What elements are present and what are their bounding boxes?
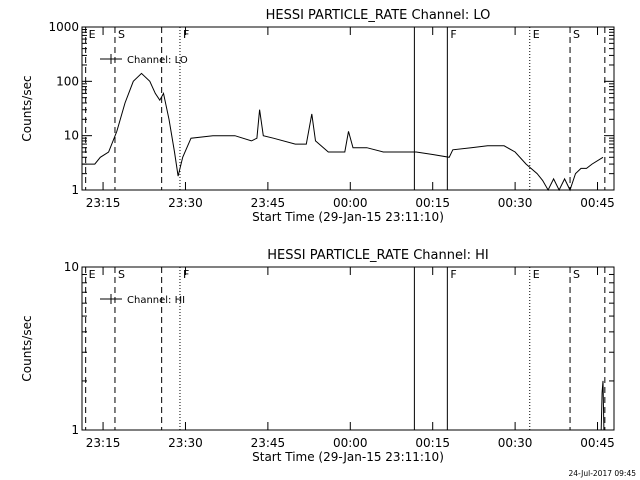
event-marker-label: S: [118, 28, 125, 41]
event-marker-label: S: [118, 268, 125, 281]
y-tick-label: 10: [64, 129, 79, 143]
y-tick-label: 100: [56, 74, 79, 88]
y-axis-label: Counts/sec: [20, 315, 34, 381]
x-tick-label: 00:45: [580, 196, 615, 210]
legend-label: Channel: HI: [127, 295, 185, 306]
plot-frame: [81, 26, 615, 191]
y-tick-label: 1000: [48, 20, 79, 34]
x-tick-label: 00:45: [580, 436, 615, 450]
x-tick-label: 23:45: [251, 196, 286, 210]
panel-hi: HESSI PARTICLE_RATE Channel: HI 23:15 23:3…: [20, 248, 615, 464]
x-tick-label: 23:30: [168, 196, 203, 210]
x-axis-label: Start Time (29-Jan-15 23:11:10): [252, 450, 444, 464]
event-marker-label: S: [573, 28, 580, 41]
x-tick-label: 23:15: [86, 196, 121, 210]
event-marker-label: E: [89, 268, 96, 281]
y-tick-label: 1: [71, 183, 79, 197]
y-tick-label: 1: [71, 423, 79, 437]
panel-lo: HESSI PARTICLE_RATE Channel: LO 23:15 23:3…: [20, 8, 615, 224]
plot-frame: [81, 266, 615, 431]
legend-label: Channel: LO: [127, 55, 188, 66]
event-marker-label: F: [450, 268, 456, 281]
event-marker-label: E: [533, 28, 540, 41]
x-tick-label: 23:30: [168, 436, 203, 450]
x-tick-label: 00:30: [498, 436, 533, 450]
x-tick-label: 00:15: [415, 436, 450, 450]
x-tick-label: 00:00: [333, 436, 368, 450]
event-marker-label: S: [573, 268, 580, 281]
event-marker-label: E: [533, 268, 540, 281]
event-marker-label: F: [450, 28, 456, 41]
event-marker-label: F: [183, 268, 189, 281]
x-tick-label: 00:00: [333, 196, 368, 210]
y-axis-label: Counts/sec: [20, 75, 34, 141]
series-line: [600, 380, 605, 431]
x-tick-label: 23:45: [251, 436, 286, 450]
x-tick-label: 00:30: [498, 196, 533, 210]
chart-title: HESSI PARTICLE_RATE Channel: LO: [266, 8, 491, 23]
x-tick-label: 00:15: [415, 196, 450, 210]
chart-title: HESSI PARTICLE_RATE Channel: HI: [267, 248, 488, 263]
footer-timestamp: 24-Jul-2017 09:45: [568, 469, 636, 478]
x-tick-label: 23:15: [86, 436, 121, 450]
y-tick-label: 10: [64, 260, 79, 274]
series-line: [82, 72, 604, 192]
x-axis-label: Start Time (29-Jan-15 23:11:10): [252, 210, 444, 224]
event-marker-label: F: [183, 28, 189, 41]
event-marker-label: E: [89, 28, 96, 41]
